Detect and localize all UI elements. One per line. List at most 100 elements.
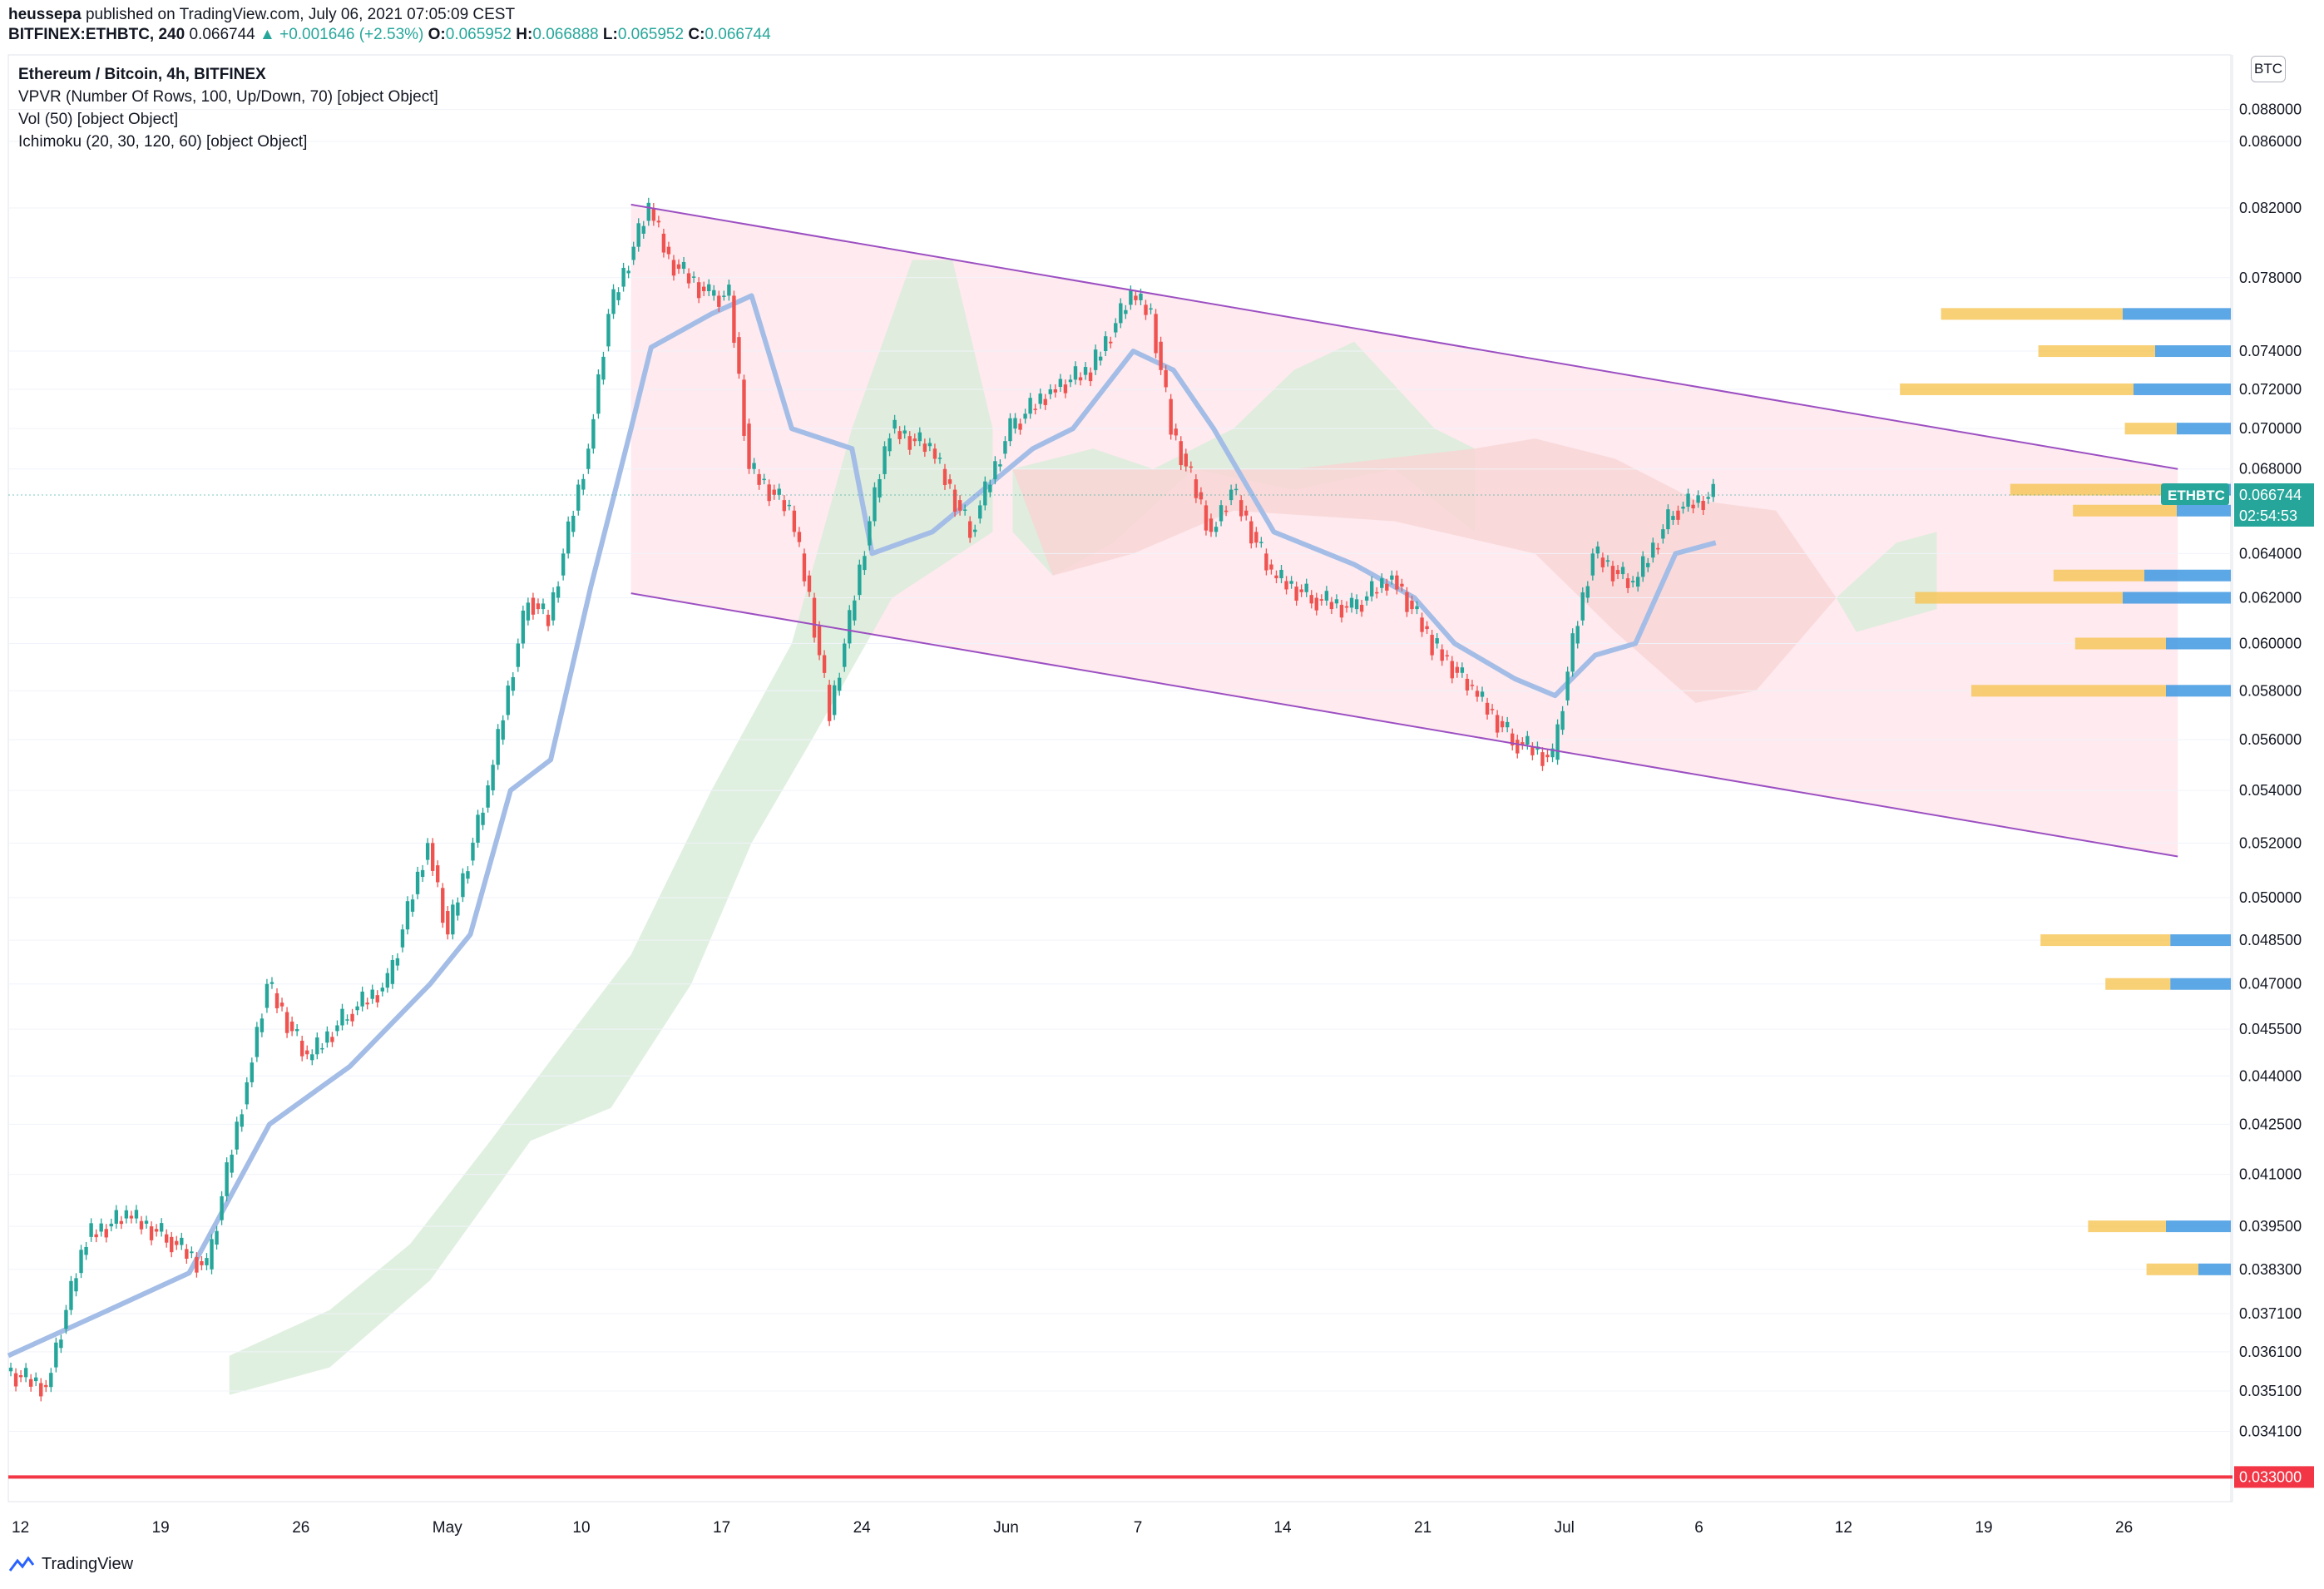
candle-body (1083, 367, 1088, 375)
candle-body (180, 1237, 184, 1245)
legend-vpvr[interactable]: VPVR (Number Of Rows, 100, Up/Down, 70) … (18, 88, 438, 106)
candle-body (380, 988, 384, 992)
candle-body (1495, 715, 1500, 733)
candle-body (832, 685, 837, 715)
candle-body (265, 983, 269, 1008)
candle-body (883, 446, 887, 474)
candle-body (44, 1384, 48, 1388)
x-tick-label: 12 (12, 1519, 29, 1537)
legend-symbol[interactable]: Ethereum / Bitcoin, 4h, BITFINEX (18, 66, 266, 83)
ichimoku-cloud-red (1012, 438, 1837, 703)
x-tick-label: May (433, 1519, 462, 1537)
close-value: 0.066744 (705, 26, 771, 43)
candle-body (917, 432, 922, 442)
candle-body (742, 379, 746, 436)
x-tick-label: 19 (1975, 1519, 1992, 1537)
x-tick-label: 10 (572, 1519, 590, 1537)
x-tick-label: 17 (713, 1519, 730, 1537)
candle-body (74, 1278, 78, 1292)
candle-body (858, 564, 862, 596)
candle-body (1214, 527, 1219, 532)
candle-body (1696, 495, 1700, 503)
channel-upper-line (630, 203, 2178, 470)
currency-button[interactable]: BTC (2251, 56, 2286, 82)
candle-body (410, 899, 415, 912)
candle-body (1516, 740, 1520, 754)
candle-body (1134, 295, 1138, 300)
candle-body (501, 720, 505, 740)
candle-body (28, 1379, 33, 1387)
y-tick-label: 0.062000 (2239, 590, 2302, 606)
candle-body (676, 264, 681, 270)
candle-body (767, 484, 771, 502)
footer-brand[interactable]: TradingView (8, 1555, 133, 1574)
symbol-badge (2161, 483, 2229, 505)
candle-body (978, 505, 982, 519)
tradingview-logo-icon (8, 1555, 35, 1572)
x-tick-label: 7 (1134, 1519, 1143, 1537)
candle-body (1334, 599, 1339, 604)
candle-body (471, 842, 475, 861)
countdown-label: 02:54:53 (2239, 507, 2297, 524)
legend-ichimoku[interactable]: Ichimoku (20, 30, 120, 60) [object Objec… (18, 133, 308, 151)
candle-body (1013, 418, 1017, 429)
candle-body (541, 603, 546, 610)
candle-body (1279, 569, 1283, 579)
x-tick-label: 6 (1694, 1519, 1703, 1537)
candle-body (250, 1062, 255, 1082)
candle-body (18, 1375, 23, 1378)
volume-profile-down (2170, 934, 2231, 947)
x-tick-label: 21 (1414, 1519, 1431, 1537)
candle-body (566, 521, 571, 554)
candle-body (546, 614, 551, 626)
candle-body (1234, 488, 1239, 491)
candle-body (807, 575, 812, 592)
candle-body (701, 286, 706, 292)
open-value: 0.065952 (445, 26, 512, 43)
candle-body (456, 902, 460, 916)
candle-body (1364, 596, 1369, 601)
candle-body (1018, 423, 1022, 430)
candle-body (1505, 721, 1510, 728)
up-arrow-icon: ▲ (260, 26, 275, 43)
candle-body (1410, 600, 1414, 610)
candle-body (863, 556, 867, 571)
y-tick-label: 0.052000 (2239, 834, 2302, 851)
candle-body (1154, 314, 1158, 354)
price-change: +0.001646 (+2.53%) (279, 26, 424, 43)
candle-body (1570, 633, 1575, 672)
candle-body (1219, 505, 1224, 522)
candle-body (185, 1249, 189, 1260)
candle-body (983, 481, 987, 506)
legend-volume[interactable]: Vol (50) [object Object] (18, 111, 179, 128)
y-tick-label: 0.088000 (2239, 101, 2302, 118)
support-label: 0.033000 (2239, 1468, 2302, 1485)
candle-body (782, 500, 786, 512)
volume-profile-down (2170, 978, 2231, 990)
candle-body (873, 487, 877, 522)
candle-body (1124, 309, 1128, 314)
candle-body (114, 1210, 119, 1224)
candle-body (1390, 575, 1394, 580)
candle-body (134, 1210, 139, 1219)
volume-profile-up (2124, 423, 2177, 435)
candle-body (962, 509, 967, 511)
candle-body (1595, 546, 1600, 554)
candle-body (1239, 500, 1244, 517)
volume-profile-down (2144, 569, 2231, 582)
candle-body (1460, 667, 1465, 673)
candle-body (461, 873, 465, 898)
candle-body (1550, 748, 1555, 758)
candle-body (139, 1220, 144, 1230)
author-name[interactable]: heussepa (8, 6, 82, 23)
candle-body (506, 686, 510, 715)
candle-body (511, 676, 515, 691)
candle-body (1575, 626, 1580, 644)
candle-body (937, 458, 942, 459)
candle-body (1430, 635, 1434, 656)
candle-body (942, 468, 947, 485)
candle-body (621, 267, 626, 287)
candle-body (817, 626, 822, 656)
candle-body (84, 1246, 88, 1255)
